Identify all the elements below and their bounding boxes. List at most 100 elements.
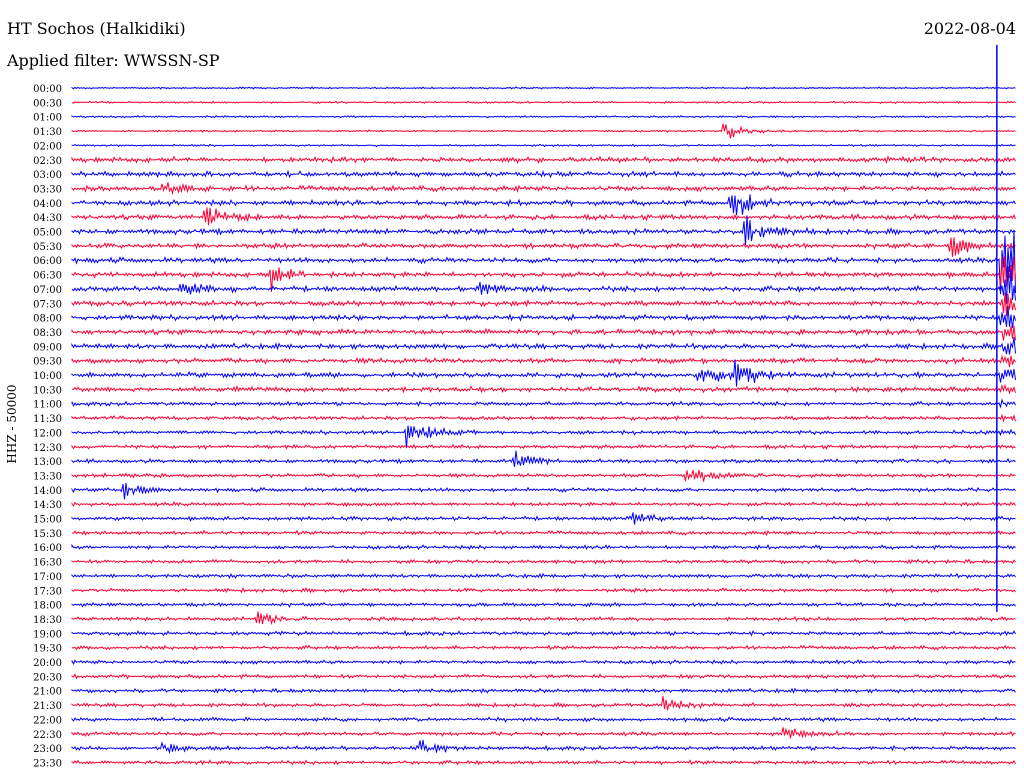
trace-line xyxy=(71,687,1016,694)
trace-line xyxy=(71,482,1016,500)
row-time-label: 17:00 xyxy=(33,572,62,583)
row-time-label: 18:00 xyxy=(33,601,62,612)
row-time-label: 08:30 xyxy=(33,328,62,339)
trace-line xyxy=(71,413,1016,423)
trace-line xyxy=(71,114,1016,119)
trace-line xyxy=(71,155,1016,165)
trace-line xyxy=(71,630,1016,637)
row-time-label: 00:30 xyxy=(33,98,62,109)
row-time-label: 02:00 xyxy=(33,141,62,152)
row-time-label: 11:00 xyxy=(33,400,62,411)
trace-line xyxy=(71,601,1016,608)
trace-line xyxy=(71,398,1016,409)
row-time-label: 20:30 xyxy=(33,672,62,683)
row-time-label: 06:00 xyxy=(33,256,62,267)
row-time-label: 16:00 xyxy=(33,543,62,554)
trace-line xyxy=(71,727,1016,739)
trace-line xyxy=(71,739,1016,755)
trace-line xyxy=(71,256,1016,292)
trace-line xyxy=(71,572,1016,580)
trace-line xyxy=(71,215,1016,246)
row-time-label: 00:00 xyxy=(33,84,62,95)
row-time-label: 13:00 xyxy=(33,457,62,468)
trace-line xyxy=(71,194,1016,216)
row-time-label: 03:30 xyxy=(33,184,62,195)
applied-filter: Applied filter: WWSSN-SP xyxy=(7,51,220,70)
row-time-label: 01:00 xyxy=(33,113,62,124)
trace-line xyxy=(71,425,1016,449)
row-time-label: 22:00 xyxy=(33,715,62,726)
trace-line xyxy=(71,543,1016,551)
row-time-label: 05:30 xyxy=(33,242,62,253)
row-time-label: 08:00 xyxy=(33,314,62,325)
trace-line xyxy=(71,696,1016,711)
row-time-label: 07:00 xyxy=(33,285,62,296)
trace-line xyxy=(71,611,1016,626)
row-time-label: 20:00 xyxy=(33,658,62,669)
trace-line xyxy=(71,354,1016,368)
trace-line xyxy=(71,100,1016,105)
row-time-label: 17:30 xyxy=(33,586,62,597)
trace-line xyxy=(71,325,1016,341)
row-time-label: 23:30 xyxy=(33,758,62,769)
trace-line xyxy=(71,383,1016,395)
row-time-label: 12:30 xyxy=(33,443,62,454)
row-time-label: 21:30 xyxy=(33,701,62,712)
row-time-label: 18:30 xyxy=(33,615,62,626)
row-time-label: 06:30 xyxy=(33,271,62,282)
row-time-label: 09:30 xyxy=(33,357,62,368)
trace-line xyxy=(71,305,1016,329)
row-time-label: 23:00 xyxy=(33,744,62,755)
trace-line xyxy=(71,586,1016,594)
station-name: HT Sochos (Halkidiki) xyxy=(7,19,186,38)
row-time-label: 09:00 xyxy=(33,342,62,353)
trace-line xyxy=(71,292,1016,317)
trace-line xyxy=(71,673,1016,680)
row-time-label: 01:30 xyxy=(33,127,62,138)
trace-line xyxy=(71,229,1016,295)
row-time-label: 14:30 xyxy=(33,500,62,511)
row-time-label: 07:30 xyxy=(33,299,62,310)
trace-line xyxy=(71,182,1016,196)
trace-line xyxy=(71,143,1016,148)
trace-line xyxy=(71,450,1016,467)
row-time-label: 11:30 xyxy=(33,414,62,425)
trace-line xyxy=(71,469,1016,482)
row-time-label: 13:30 xyxy=(33,471,62,482)
recording-date: 2022-08-04 xyxy=(923,19,1016,38)
trace-line xyxy=(71,644,1016,651)
trace-line xyxy=(71,359,1016,387)
row-time-label: 04:00 xyxy=(33,199,62,210)
trace-line xyxy=(71,443,1016,450)
row-time-label: 10:00 xyxy=(33,371,62,382)
trace-line xyxy=(71,169,1016,179)
row-time-label: 10:30 xyxy=(33,385,62,396)
trace-line xyxy=(71,337,1016,355)
trace-line xyxy=(71,558,1016,565)
trace-line xyxy=(71,529,1016,537)
trace-line xyxy=(71,86,1016,90)
row-time-label: 16:30 xyxy=(33,558,62,569)
row-time-label: 19:00 xyxy=(33,629,62,640)
row-time-label: 14:00 xyxy=(33,486,62,497)
row-time-label: 15:30 xyxy=(33,529,62,540)
trace-line xyxy=(71,759,1016,766)
row-time-label: 15:00 xyxy=(33,515,62,526)
row-time-label: 03:00 xyxy=(33,170,62,181)
row-time-label: 05:00 xyxy=(33,228,62,239)
trace-line xyxy=(71,237,1016,257)
trace-line xyxy=(71,207,1016,226)
trace-line xyxy=(71,123,1016,139)
row-time-label: 04:30 xyxy=(33,213,62,224)
trace-line xyxy=(71,512,1016,525)
row-time-label: 21:00 xyxy=(33,687,62,698)
trace-line xyxy=(71,266,1016,304)
trace-line xyxy=(71,716,1016,723)
row-time-label: 12:00 xyxy=(33,428,62,439)
trace-line xyxy=(71,501,1016,508)
row-time-label: 19:30 xyxy=(33,644,62,655)
trace-line xyxy=(71,659,1016,666)
row-time-label: 22:30 xyxy=(33,730,62,741)
row-time-label: 02:30 xyxy=(33,156,62,167)
